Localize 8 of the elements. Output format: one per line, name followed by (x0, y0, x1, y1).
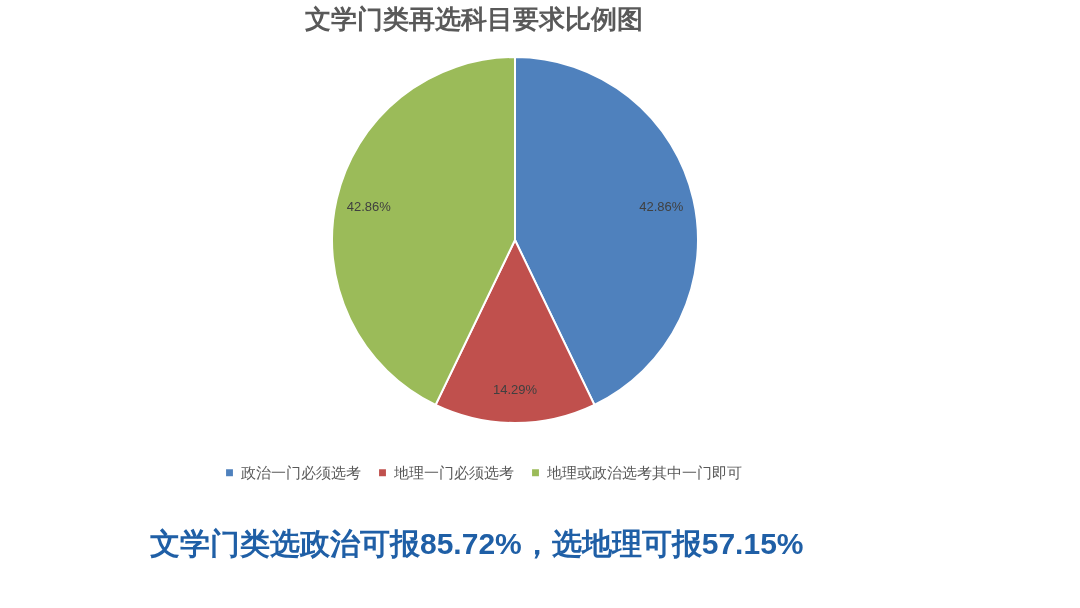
legend-label: 地理或政治选考其中一门即可 (546, 463, 742, 481)
data-label: 42.86% (639, 198, 684, 214)
data-label: 42.86% (346, 198, 392, 214)
legend-label: 政治一门必须选考 (241, 463, 361, 481)
chart-title: 文学门类再选科目要求比例图 (305, 4, 643, 34)
data-label: 14.29% (492, 382, 538, 397)
text: 文学门类选政治可报85.72%，选地理可报57.15% (150, 527, 804, 560)
legend-label: 地理一门必须选考 (393, 463, 514, 481)
